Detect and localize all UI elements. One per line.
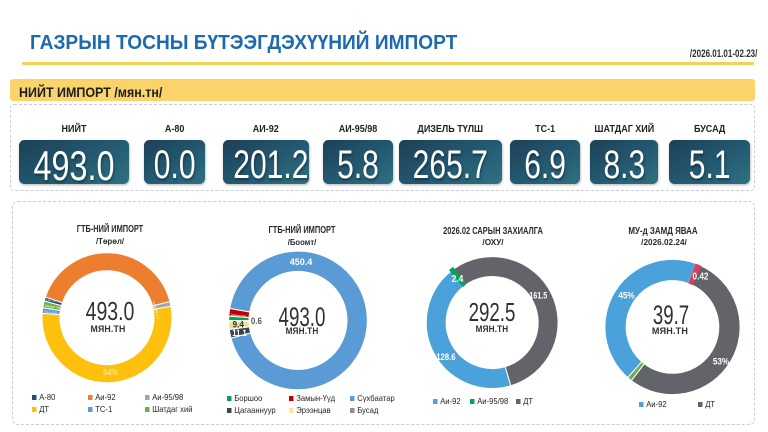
svg-text:45%: 45%: [618, 290, 634, 301]
svg-text:9.4: 9.4: [233, 319, 244, 330]
svg-text:53%: 53%: [713, 356, 729, 367]
svg-text:ТС-1, 6.9, 1%: ТС-1, 6.9, 1%: [44, 310, 63, 316]
svg-text:Аи-95/98, 5.8: Аи-95/98, 5.8: [152, 301, 161, 320]
svg-text:54%: 54%: [103, 367, 118, 377]
svg-text:11.1: 11.1: [232, 328, 247, 339]
svg-text:450.4: 450.4: [290, 257, 313, 267]
svg-text:161.5: 161.5: [529, 291, 548, 301]
svg-text:А-80, 0.0, 0%: А-80, 0.0, 0%: [45, 298, 62, 305]
svg-text:Замын-Үүд,: Замын-Үүд,: [230, 313, 247, 319]
svg-text:0.42: 0.42: [693, 271, 709, 282]
svg-text:0.6: 0.6: [251, 316, 262, 327]
svg-text:2.4: 2.4: [452, 273, 465, 284]
svg-text:Шатдаг хий, 8.3,: Шатдаг хий, 8.3,: [44, 304, 68, 311]
svg-text:128.6: 128.6: [436, 353, 456, 363]
